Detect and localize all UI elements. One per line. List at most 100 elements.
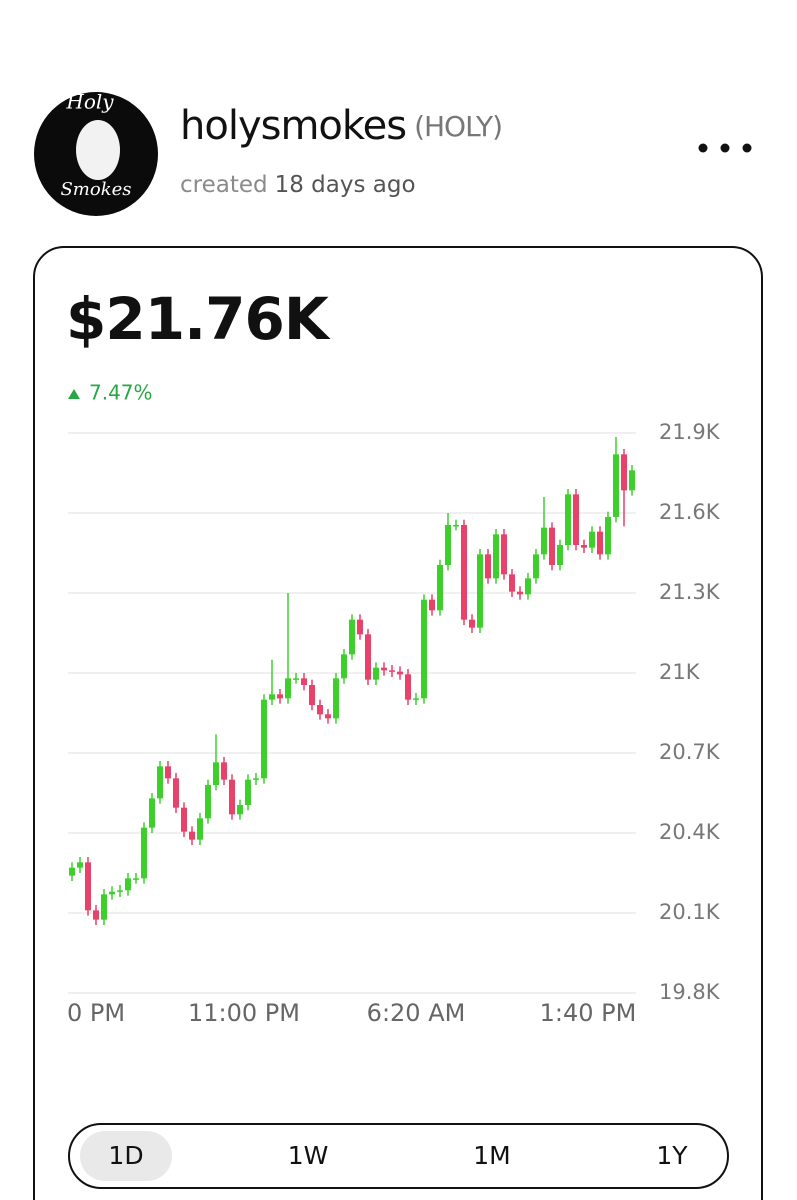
y-tick-label: 20.4K: [659, 820, 721, 844]
candle-body: [373, 667, 379, 680]
candle-body: [477, 554, 483, 628]
candle-body: [277, 694, 283, 699]
candle-body: [501, 534, 507, 575]
candle-body: [77, 862, 83, 868]
candle-body: [181, 807, 187, 832]
dot: [720, 143, 730, 153]
created-age: 18 days ago: [275, 172, 416, 198]
candle-body: [197, 818, 203, 840]
candle-body: [261, 699, 267, 779]
y-tick-label: 21K: [659, 660, 701, 684]
candle-body: [285, 678, 291, 699]
candle-body: [69, 867, 75, 876]
candle-body: [541, 527, 547, 555]
y-tick-label: 21.3K: [659, 580, 721, 604]
candle-body: [141, 827, 147, 879]
candle-body: [525, 578, 531, 595]
token-ticker: (HOLY): [414, 110, 502, 143]
candle-body: [157, 766, 163, 799]
candle-body: [381, 667, 387, 671]
avatar-text: Holy: [65, 90, 114, 114]
candle-body: [429, 599, 435, 611]
range-button[interactable]: 1M: [473, 1141, 510, 1170]
change: 7.47%: [89, 381, 153, 405]
avatar-figure: [76, 120, 120, 180]
x-tick-label: 6:20 AM: [367, 999, 466, 1027]
range-button[interactable]: 1D: [108, 1141, 143, 1170]
candle-body: [485, 554, 491, 579]
candle-body: [357, 619, 363, 635]
y-tick-label: 20.7K: [659, 740, 721, 764]
created-prefix: created: [180, 172, 268, 198]
candle-body: [253, 778, 259, 780]
candle-body: [605, 517, 611, 555]
token-title: holysmokes (HOLY): [180, 103, 502, 149]
candle-body: [317, 705, 323, 715]
candle-body: [573, 494, 579, 545]
candle-body: [613, 454, 619, 517]
price: $21.76K: [66, 285, 331, 353]
range-button[interactable]: 1W: [288, 1141, 329, 1170]
x-tick-label: 11:00 PM: [188, 999, 300, 1027]
candle-body: [493, 534, 499, 579]
candle-body: [189, 831, 195, 840]
candle-body: [405, 674, 411, 700]
y-tick-label: 21.6K: [659, 500, 721, 524]
card: [33, 246, 763, 1200]
candle-body: [293, 678, 299, 680]
range-button[interactable]: 1Y: [656, 1141, 688, 1170]
candle-body: [437, 565, 443, 611]
x-tick-label: 0 PM: [67, 999, 125, 1027]
candle-body: [237, 805, 243, 815]
candle-body: [117, 890, 123, 892]
candle-body: [341, 654, 347, 679]
candle-body: [517, 591, 523, 595]
candle-body: [133, 878, 139, 880]
candle-body: [221, 762, 227, 780]
candle-body: [349, 619, 355, 655]
range-buttons: 1D 1W 1M 1Y: [108, 1141, 688, 1170]
candle-body: [173, 778, 179, 808]
candle-body: [229, 779, 235, 815]
candle-body: [469, 619, 475, 628]
dot: [742, 143, 752, 153]
more-menu[interactable]: [698, 143, 752, 153]
candle-body: [205, 785, 211, 819]
candle-body: [213, 762, 219, 785]
candle-body: [581, 545, 587, 548]
y-tick-label: 19.8K: [659, 980, 721, 1004]
candle-body: [621, 454, 627, 491]
created-line: created 18 days ago: [180, 172, 416, 198]
candle-body: [389, 670, 395, 672]
candle-body: [549, 527, 555, 565]
candle-body: [165, 766, 171, 779]
avatar-text: Smokes: [60, 179, 131, 200]
dot: [698, 143, 708, 153]
candle-body: [421, 599, 427, 699]
candle-body: [445, 525, 451, 565]
candle-body: [125, 878, 131, 891]
x-tick-label: 1:40 PM: [540, 999, 637, 1027]
candle-body: [85, 862, 91, 911]
candle-body: [597, 531, 603, 555]
candle-body: [309, 685, 315, 705]
candle-body: [461, 525, 467, 620]
chart: 0 PM 11:00 PM 6:20 AM 1:40 PM: [67, 432, 637, 1027]
candle-body: [533, 554, 539, 579]
candle-body: [453, 525, 459, 527]
candle-body: [301, 678, 307, 685]
candle-body: [557, 545, 563, 565]
candle-body: [333, 678, 339, 719]
candle-body: [509, 574, 515, 592]
candle-body: [413, 698, 419, 700]
candle-body: [149, 798, 155, 828]
candle-body: [565, 494, 571, 545]
token-name: holysmokes: [180, 103, 406, 149]
candle-body: [269, 694, 275, 700]
candle-body: [245, 779, 251, 805]
y-axis: 19.8K 20.1K 20.4K 20.7K 21K 21.3K 21.6K 21.9K: [659, 420, 721, 1004]
candle-body: [365, 634, 371, 680]
y-tick-label: 21.9K: [659, 420, 721, 444]
